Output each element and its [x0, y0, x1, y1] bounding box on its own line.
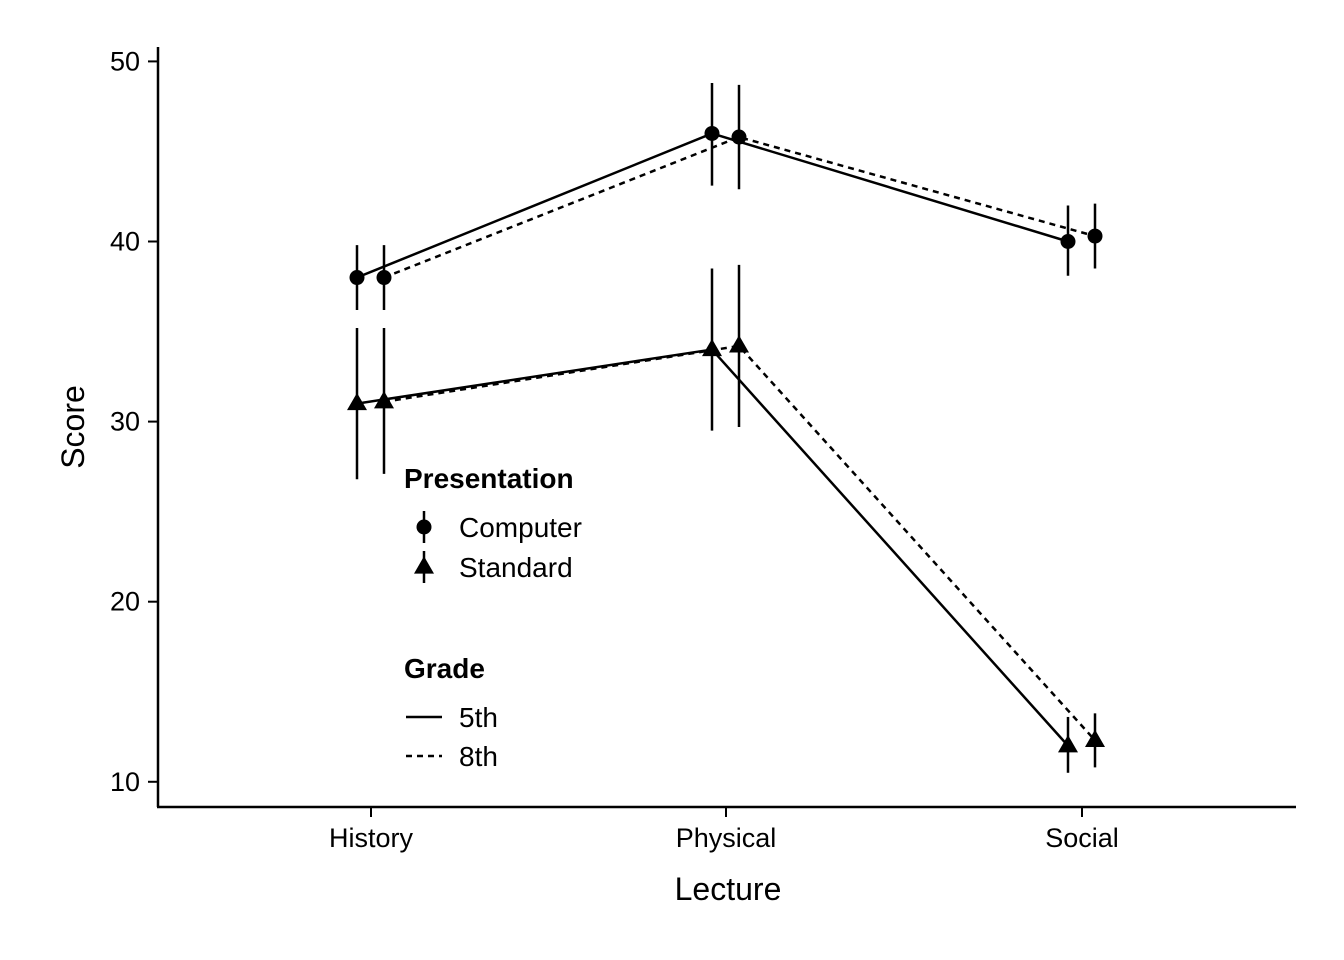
- series-computer-8th: [376, 84, 1103, 310]
- data-point: [1058, 735, 1078, 753]
- series-line: [383, 135, 1096, 279]
- x-axis-title: Lecture: [675, 871, 782, 907]
- y-axis-title: Score: [55, 385, 91, 469]
- axes: 10 20 30 40 50 History Physical Social: [110, 46, 1296, 853]
- legend-label-computer: Computer: [459, 512, 582, 543]
- series-standard-8th: [374, 264, 1105, 768]
- data-point: [1085, 729, 1105, 747]
- y-tick-label: 20: [110, 587, 140, 617]
- x-tick-label: History: [329, 823, 414, 853]
- data-point: [704, 125, 720, 141]
- y-tick-label: 50: [110, 46, 140, 76]
- y-tick-label: 30: [110, 407, 140, 437]
- data-point: [347, 392, 367, 411]
- data-point: [1087, 228, 1103, 244]
- series-layer: [347, 83, 1105, 773]
- legend-label-5th: 5th: [459, 702, 498, 733]
- legend: Presentation Computer Standard Grade 5th 8th: [404, 463, 582, 772]
- series-standard-5th: [347, 268, 1078, 773]
- legend-key-circle: [416, 519, 432, 535]
- data-point: [731, 129, 747, 145]
- data-point: [702, 338, 722, 357]
- legend-key-triangle: [414, 556, 434, 574]
- data-point: [1060, 234, 1076, 250]
- x-tick-label: Physical: [676, 823, 777, 853]
- series-computer-5th: [349, 83, 1076, 310]
- data-point: [374, 391, 394, 409]
- data-point: [729, 335, 749, 353]
- y-tick-label: 10: [110, 767, 140, 797]
- data-point: [376, 270, 392, 286]
- y-tick-label: 40: [110, 227, 140, 257]
- x-tick-label: Social: [1045, 823, 1119, 853]
- legend-label-standard: Standard: [459, 552, 573, 583]
- data-point: [349, 270, 365, 286]
- legend-label-8th: 8th: [459, 741, 498, 772]
- legend-title-presentation: Presentation: [404, 463, 574, 494]
- legend-title-grade: Grade: [404, 653, 485, 684]
